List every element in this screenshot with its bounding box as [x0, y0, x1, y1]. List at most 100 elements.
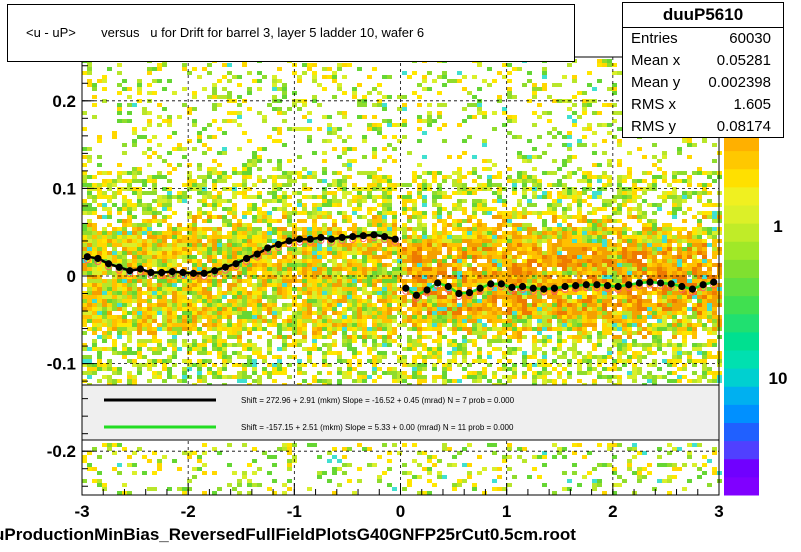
density-cell — [197, 279, 202, 283]
density-cell — [512, 95, 517, 99]
density-cell — [652, 327, 657, 331]
density-cell — [602, 335, 607, 339]
density-cell — [682, 323, 687, 327]
density-cell — [602, 247, 607, 251]
density-cell — [592, 247, 597, 251]
density-cell — [92, 299, 97, 303]
density-cell — [252, 295, 257, 299]
density-cell — [562, 175, 567, 179]
density-cell — [222, 175, 227, 179]
density-cell — [682, 139, 687, 143]
density-cell — [442, 175, 447, 179]
density-cell — [237, 255, 242, 259]
density-cell — [147, 67, 152, 71]
density-cell — [437, 299, 442, 303]
density-cell — [532, 183, 537, 187]
density-cell — [402, 259, 407, 263]
density-cell — [617, 323, 622, 327]
density-cell — [337, 179, 342, 183]
density-cell — [587, 275, 592, 279]
density-cell — [202, 151, 207, 155]
density-cell — [532, 95, 537, 99]
density-cell — [277, 139, 282, 143]
density-cell — [232, 255, 237, 259]
density-cell — [437, 251, 442, 255]
density-cell — [437, 103, 442, 107]
density-cell — [292, 323, 297, 327]
density-cell — [162, 199, 167, 203]
density-cell — [422, 79, 427, 83]
density-cell — [577, 203, 582, 207]
density-cell — [562, 143, 567, 147]
density-cell — [202, 331, 207, 335]
density-cell — [447, 239, 452, 243]
density-cell — [367, 279, 372, 283]
density-cell — [497, 223, 502, 227]
density-cell — [182, 343, 187, 347]
density-cell — [507, 243, 512, 247]
density-cell — [612, 315, 617, 319]
density-cell — [582, 251, 587, 255]
density-cell — [532, 227, 537, 231]
density-cell — [272, 319, 277, 323]
density-cell — [707, 315, 712, 319]
density-cell — [672, 335, 677, 339]
density-cell — [547, 291, 552, 295]
density-cell — [117, 319, 122, 323]
density-cell — [287, 279, 292, 283]
density-cell — [702, 215, 707, 219]
density-cell — [607, 315, 612, 319]
density-cell — [497, 99, 502, 103]
density-cell — [377, 279, 382, 283]
density-cell — [127, 119, 132, 123]
density-cell — [212, 119, 217, 123]
density-cell — [552, 203, 557, 207]
density-cell — [677, 179, 682, 183]
density-cell — [557, 251, 562, 255]
density-cell — [322, 227, 327, 231]
density-cell — [492, 291, 497, 295]
density-cell — [162, 87, 167, 91]
density-cell — [372, 187, 377, 191]
density-cell — [352, 159, 357, 163]
density-cell — [422, 211, 427, 215]
density-cell — [527, 315, 532, 319]
density-cell — [592, 303, 597, 307]
density-cell — [502, 303, 507, 307]
density-cell — [667, 183, 672, 187]
density-cell — [627, 151, 632, 155]
density-cell — [562, 291, 567, 295]
density-cell — [132, 323, 137, 327]
density-cell — [92, 207, 97, 211]
density-cell — [152, 339, 157, 343]
density-cell — [477, 107, 482, 111]
density-cell — [287, 171, 292, 175]
density-cell — [332, 323, 337, 327]
density-cell — [252, 195, 257, 199]
density-cell — [457, 315, 462, 319]
density-cell — [107, 231, 112, 235]
density-cell — [147, 123, 152, 127]
density-cell — [387, 335, 392, 339]
density-cell — [257, 335, 262, 339]
density-cell — [537, 115, 542, 119]
density-cell — [602, 311, 607, 315]
density-cell — [362, 299, 367, 303]
density-cell — [622, 315, 627, 319]
density-cell — [667, 315, 672, 319]
density-cell — [552, 183, 557, 187]
density-cell — [662, 299, 667, 303]
density-cell — [682, 319, 687, 323]
density-cell — [467, 287, 472, 291]
density-cell — [172, 343, 177, 347]
density-cell — [82, 163, 87, 167]
density-cell — [647, 223, 652, 227]
density-cell — [177, 191, 182, 195]
density-cell — [302, 319, 307, 323]
density-cell — [297, 327, 302, 331]
density-cell — [417, 259, 422, 263]
density-cell — [82, 331, 87, 335]
density-cell — [312, 323, 317, 327]
density-cell — [277, 291, 282, 295]
density-cell — [92, 331, 97, 335]
